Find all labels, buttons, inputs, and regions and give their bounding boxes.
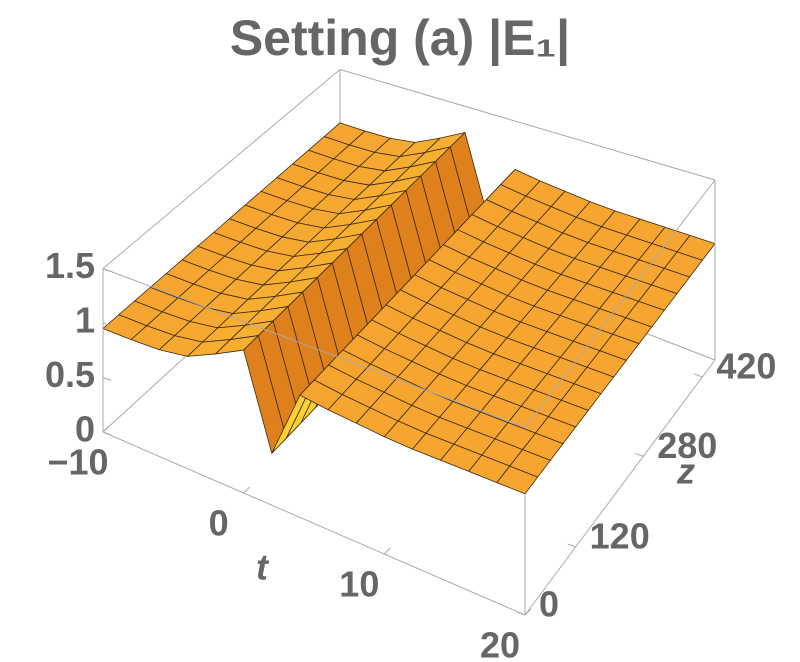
x-axis-label: t	[256, 547, 270, 588]
y-tick-label: 280	[657, 425, 717, 466]
y-tick	[567, 543, 576, 548]
z-tick-label: 1.5	[45, 245, 95, 286]
x-tick	[383, 547, 391, 555]
z-tick-label: 0	[75, 409, 95, 450]
z-tick-label: 0.5	[45, 354, 95, 395]
z-tick	[102, 268, 112, 272]
x-tick-label: 10	[339, 564, 379, 605]
x-tick	[102, 425, 110, 433]
x-tick-label: 0	[209, 503, 229, 544]
box-edge	[524, 359, 716, 616]
y-axis-label: z	[676, 451, 695, 492]
z-tick	[102, 431, 112, 436]
box-edge	[339, 69, 716, 181]
y-tick-label: 0	[539, 584, 559, 625]
x-tick-label: −10	[47, 442, 108, 483]
x-tick-label: 20	[480, 625, 520, 662]
y-tick	[694, 373, 703, 378]
z-tick-label: 1	[75, 300, 95, 341]
y-tick	[635, 452, 644, 457]
chart-title: Setting (a) |E₁|	[230, 10, 570, 67]
y-tick	[516, 611, 526, 616]
box-edge	[524, 179, 716, 428]
z-tick	[102, 322, 112, 327]
z-tick	[102, 377, 112, 381]
box-edge	[102, 69, 341, 269]
box-edge	[102, 268, 526, 428]
x-tick	[243, 486, 251, 494]
surface-patch	[496, 465, 539, 495]
y-tick-label: 420	[716, 346, 776, 387]
y-tick-label: 120	[590, 516, 650, 557]
x-tick	[524, 608, 532, 616]
box-edge	[102, 431, 526, 616]
